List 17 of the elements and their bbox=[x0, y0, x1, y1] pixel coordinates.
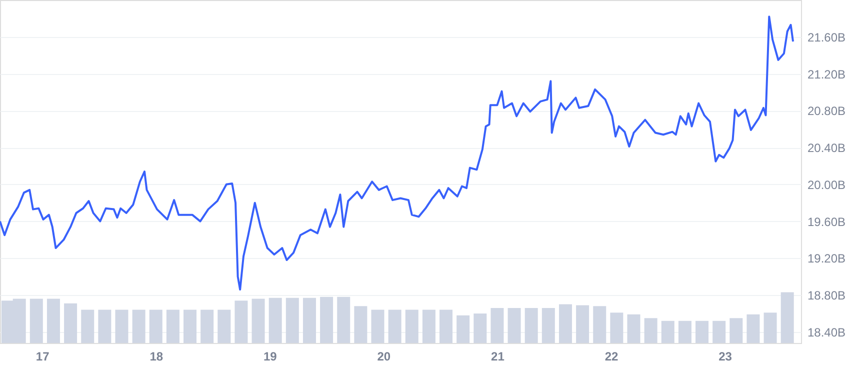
line-series bbox=[0, 16, 794, 291]
x-tick-label: 19 bbox=[263, 350, 278, 364]
y-tick-label: 19.20B bbox=[808, 252, 846, 266]
x-tick-label: 17 bbox=[36, 350, 50, 364]
x-tick-label: 18 bbox=[150, 350, 164, 364]
x-tick-label: 23 bbox=[718, 350, 732, 364]
x-tick-label: 22 bbox=[604, 350, 618, 364]
y-tick-label: 21.60B bbox=[808, 30, 846, 44]
y-tick-label: 20.40B bbox=[808, 141, 846, 156]
y-tick-label: 20.00B bbox=[808, 178, 846, 192]
y-tick-label: 19.60B bbox=[808, 214, 846, 229]
y-tick-label: 18.80B bbox=[808, 288, 846, 303]
y-tick-label: 20.80B bbox=[808, 104, 846, 118]
y-tick-label: 18.40B bbox=[808, 325, 846, 340]
x-tick-label: 21 bbox=[491, 350, 505, 364]
y-tick-label: 21.20B bbox=[808, 67, 846, 82]
x-tick-label: 20 bbox=[377, 350, 391, 364]
